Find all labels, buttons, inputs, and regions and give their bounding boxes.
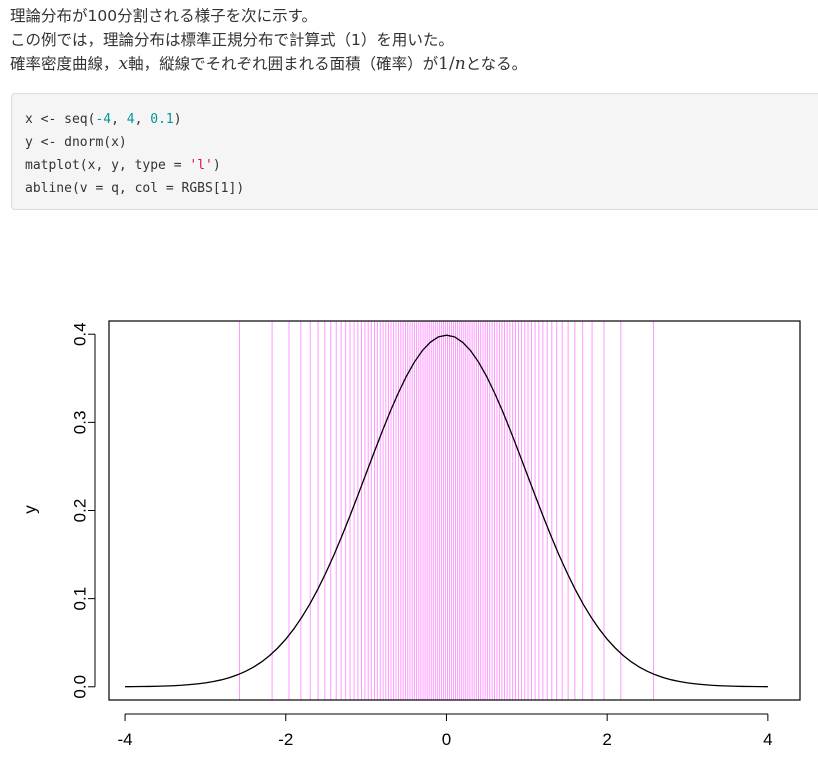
x-tick-label: -2 [278,730,293,749]
x-tick-label: 0 [442,730,451,749]
y-axis-label: y [21,505,40,514]
code-token: , [134,112,151,127]
code-token: matplot(x, y, type = [25,158,190,173]
code-line-2: y <- dnorm(x) [25,135,127,150]
code-number: -4 [95,112,112,127]
code-token: ) [212,158,221,173]
code-string: 'l' [189,158,213,173]
code-line-3: matplot(x, y, type = 'l') [25,158,221,173]
prose-line-3-prefix: 確率密度曲線， [10,55,119,73]
density-curve [125,334,768,688]
code-token: , [111,112,127,127]
y-tick-label: 0.3 [71,411,90,435]
code-line-4: abline(v = q, col = RGBS[1]) [25,181,245,196]
math-n: n [454,54,466,74]
math-x: x [118,54,129,74]
x-tick-label: -4 [118,730,133,749]
prose-line-3: 確率密度曲線，x軸，縦線でそれぞれ囲まれる面積（確率）が1/nとなる。 [10,52,810,76]
plot-frame [108,320,801,701]
prose-line-3-suffix: となる。 [465,55,528,73]
y-tick-label: 0.1 [71,587,90,611]
code-text: x <- seq(-4, 4, 0.1) y <- dnorm(x) matpl… [25,108,244,200]
prose-line-2: この例では，理論分布は標準正規分布で計算式（1）を用いた。 [10,31,454,49]
y-tick-label: 0.0 [71,675,90,699]
x-tick-label: 4 [763,730,772,749]
code-number: 4 [126,112,135,127]
code-token: ) [173,112,182,127]
code-block: x <- seq(-4, 4, 0.1) y <- dnorm(x) matpl… [11,93,818,210]
prose-line-1: 理論分布が100分割される様子を次に示す。 [10,7,318,25]
y-tick-label: 0.4 [71,322,90,346]
prose-line-3-mid: 軸，縦線でそれぞれ囲まれる面積（確率）が [128,55,439,73]
x-tick-label: 2 [602,730,611,749]
math-one: 1 [438,54,449,74]
y-tick-label: 0.2 [71,499,90,523]
density-plot: -4 -2 0 2 4 0.0 0.1 0.2 0.3 0.4 y [21,320,801,749]
math-slash: / [448,54,455,74]
prose-block: 理論分布が100分割される様子を次に示す。 この例では，理論分布は標準正規分布で… [10,4,810,76]
code-number: 0.1 [150,112,174,127]
code-line-1: x <- seq(-4, 4, 0.1) [25,112,182,127]
code-token: x <- seq( [25,112,96,127]
